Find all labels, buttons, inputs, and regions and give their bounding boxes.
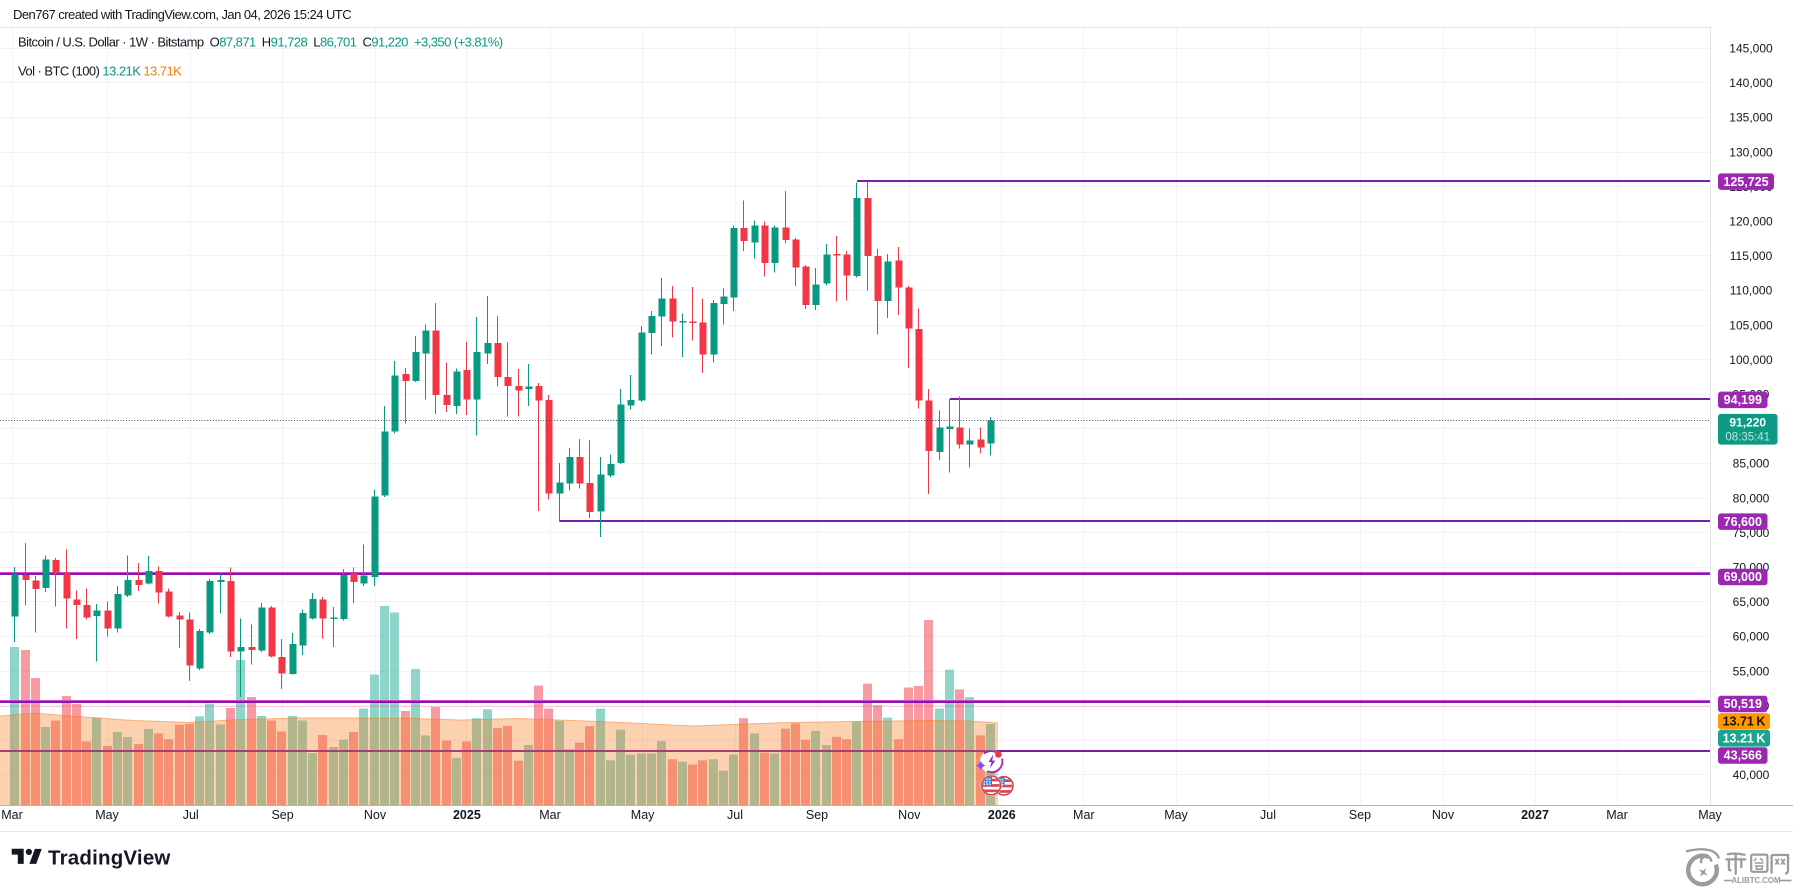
svg-text:ALIBTC.COM: ALIBTC.COM xyxy=(1732,876,1781,885)
svg-text:Vol · BTC (100) 13.21K 13.71K: Vol · BTC (100) 13.21K 13.71K xyxy=(18,64,182,79)
svg-text:Mar: Mar xyxy=(1073,808,1095,822)
svg-text:69,000: 69,000 xyxy=(1724,570,1762,584)
svg-text:105,000: 105,000 xyxy=(1729,318,1773,332)
svg-text:110,000: 110,000 xyxy=(1730,284,1773,298)
svg-text:May: May xyxy=(631,808,655,822)
svg-text:135,000: 135,000 xyxy=(1729,111,1773,125)
svg-text:Mar: Mar xyxy=(1606,808,1628,822)
svg-text:100,000: 100,000 xyxy=(1729,353,1773,367)
svg-text:Sep: Sep xyxy=(806,808,828,822)
svg-text:50,519: 50,519 xyxy=(1724,697,1762,711)
svg-text:TradingView: TradingView xyxy=(48,847,171,870)
svg-text:76,600: 76,600 xyxy=(1724,515,1762,529)
svg-text:08:35:41: 08:35:41 xyxy=(1725,432,1770,444)
svg-text:May: May xyxy=(1164,808,1188,822)
svg-text:Mar: Mar xyxy=(1,808,23,822)
svg-text:91,220: 91,220 xyxy=(1729,416,1766,430)
svg-text:Sep: Sep xyxy=(1349,808,1371,822)
svg-text:40,000: 40,000 xyxy=(1733,768,1770,782)
svg-text:13.71 K: 13.71 K xyxy=(1723,714,1766,728)
svg-text:120,000: 120,000 xyxy=(1729,215,1773,229)
svg-text:80,000: 80,000 xyxy=(1733,491,1770,505)
svg-text:Nov: Nov xyxy=(898,808,921,822)
svg-text:13.21 K: 13.21 K xyxy=(1723,731,1766,745)
svg-text:May: May xyxy=(95,808,119,822)
svg-text:Bitcoin / U.S. Dollar · 1W · B: Bitcoin / U.S. Dollar · 1W · Bitstamp O8… xyxy=(18,35,503,50)
svg-text:65,000: 65,000 xyxy=(1733,595,1770,609)
svg-text:Jul: Jul xyxy=(183,808,199,822)
svg-text:115,000: 115,000 xyxy=(1730,249,1773,263)
svg-text:Nov: Nov xyxy=(364,808,387,822)
svg-text:Jul: Jul xyxy=(727,808,743,822)
svg-text:Sep: Sep xyxy=(271,808,293,822)
svg-text:May: May xyxy=(1698,808,1722,822)
svg-text:145,000: 145,000 xyxy=(1729,42,1773,56)
svg-text:43,566: 43,566 xyxy=(1724,749,1762,763)
svg-text:125,725: 125,725 xyxy=(1723,175,1768,189)
svg-text:Nov: Nov xyxy=(1432,808,1455,822)
svg-text:94,199: 94,199 xyxy=(1724,393,1762,407)
svg-text:Jul: Jul xyxy=(1260,808,1276,822)
svg-text:55,000: 55,000 xyxy=(1733,664,1770,678)
svg-text:Den767 created with TradingVie: Den767 created with TradingView.com, Jan… xyxy=(13,7,351,22)
svg-text:2026: 2026 xyxy=(988,808,1016,822)
svg-text:2027: 2027 xyxy=(1521,808,1549,822)
svg-text:Mar: Mar xyxy=(539,808,561,822)
svg-text:60,000: 60,000 xyxy=(1733,630,1770,644)
svg-text:140,000: 140,000 xyxy=(1729,76,1773,90)
svg-text:2025: 2025 xyxy=(453,808,481,822)
svg-text:85,000: 85,000 xyxy=(1733,457,1770,471)
svg-text:130,000: 130,000 xyxy=(1729,145,1773,159)
